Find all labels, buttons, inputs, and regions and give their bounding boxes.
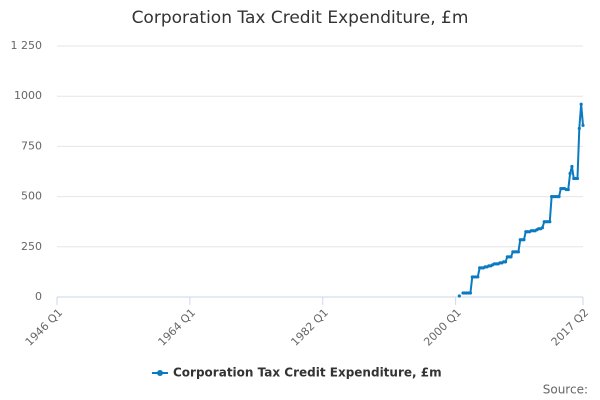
data-point xyxy=(548,220,552,224)
data-point xyxy=(577,126,581,130)
y-tick-label: 1000 xyxy=(14,89,42,102)
data-point xyxy=(566,187,570,192)
chart-title: Corporation Tax Credit Expenditure, £m xyxy=(132,8,469,28)
data-point xyxy=(503,260,508,264)
x-tick-label: 1964 Q1 xyxy=(156,306,199,349)
y-tick-label: 250 xyxy=(21,240,42,253)
legend-marker xyxy=(157,370,163,376)
data-point xyxy=(568,171,572,176)
y-tick-label: 750 xyxy=(21,139,42,152)
data-point xyxy=(575,176,580,181)
data-point xyxy=(522,238,526,242)
source: Source: xyxy=(543,383,588,397)
legend-label: Corporation Tax Credit Expenditure, £m xyxy=(173,366,442,380)
x-tick-label: 1946 Q1 xyxy=(23,306,66,349)
data-point xyxy=(509,255,513,259)
data-point xyxy=(468,291,473,295)
data-point xyxy=(516,250,521,254)
data-point xyxy=(476,275,480,279)
y-tick-label: 500 xyxy=(21,190,42,203)
data-point xyxy=(570,164,574,169)
data-point xyxy=(581,123,585,127)
data-line xyxy=(463,104,584,294)
data-point xyxy=(540,226,544,230)
data-point xyxy=(579,102,583,106)
data-point xyxy=(457,294,461,298)
y-tick-label: 1 250 xyxy=(11,39,43,52)
x-tick-label: 2017 Q2 xyxy=(549,306,592,349)
data-point xyxy=(557,195,561,199)
x-tick-label: 2000 Q1 xyxy=(421,306,464,349)
y-tick-label: 0 xyxy=(35,290,42,303)
x-tick-label: 1982 Q1 xyxy=(288,306,331,349)
